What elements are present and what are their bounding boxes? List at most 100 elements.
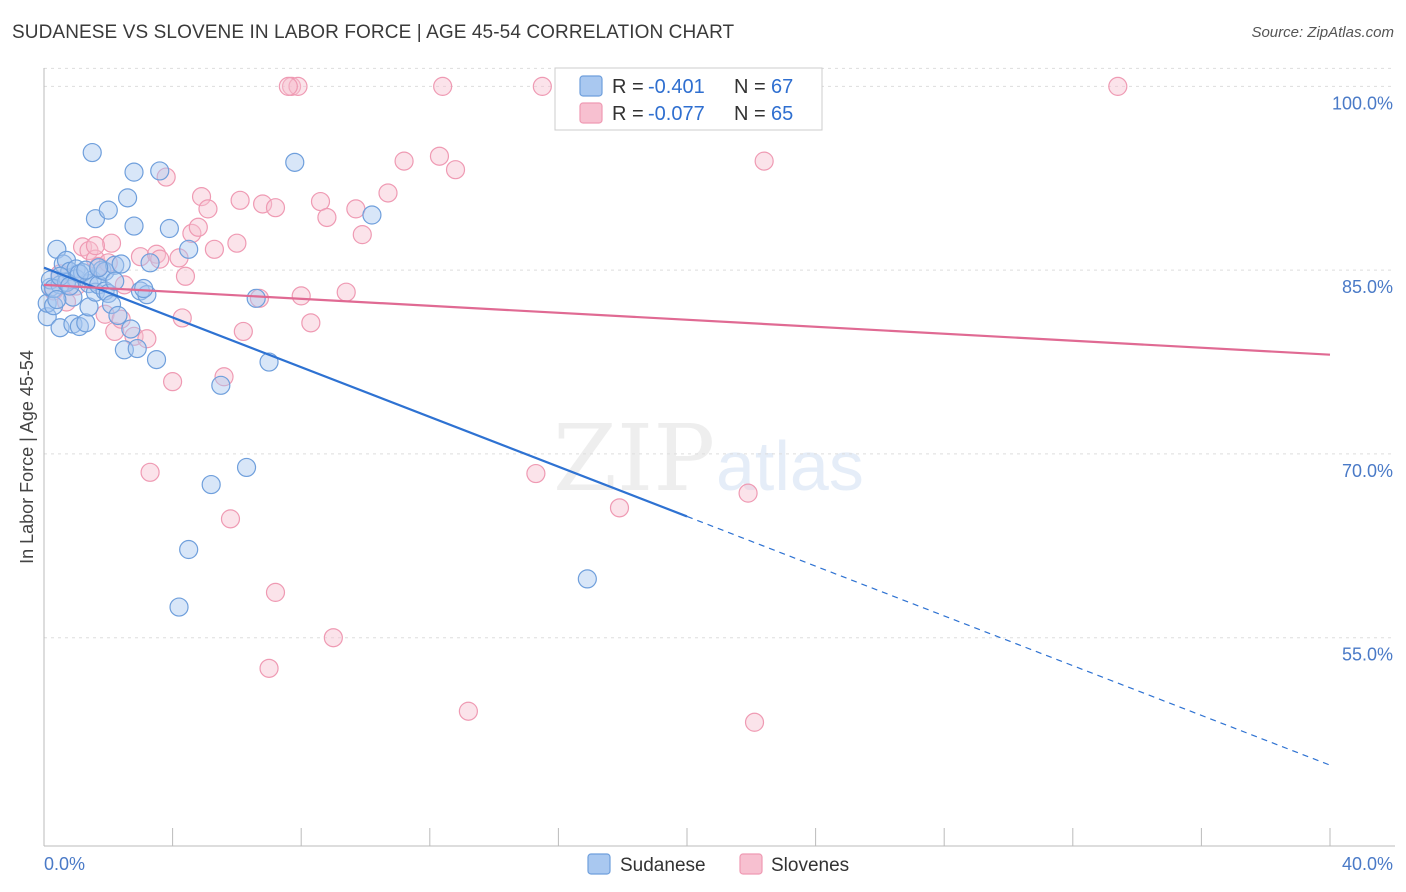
- point-slovenes-28: [204, 239, 224, 259]
- point-slovenes-62: [278, 76, 298, 96]
- point-sudanese-32: [108, 305, 128, 326]
- point-slovenes-18: [150, 249, 170, 269]
- point-slovenes-47: [346, 199, 366, 219]
- point-slovenes-15: [137, 329, 157, 349]
- stats-legend: R = -0.401 N = 67 R = -0.077 N = 65: [554, 67, 823, 131]
- point-slovenes-54: [458, 701, 478, 721]
- y-tick-label-55: 55.0%: [1342, 645, 1393, 665]
- legend-n-value-slovenes: 65: [771, 103, 793, 125]
- point-sudanese-47: [179, 239, 199, 259]
- point-slovenes-51: [429, 146, 450, 166]
- point-sudanese-43: [146, 349, 167, 370]
- legend-swatch-slovenes: [579, 102, 603, 124]
- point-slovenes-37: [265, 582, 286, 602]
- point-sudanese-37: [124, 162, 144, 182]
- point-slovenes-44: [317, 207, 337, 228]
- point-slovenes-41: [291, 286, 311, 306]
- point-slovenes-11: [111, 309, 131, 329]
- point-slovenes-58: [738, 483, 758, 503]
- x-tick-label-min: 0.0%: [44, 854, 85, 874]
- point-sudanese-65: [89, 258, 109, 278]
- y-axis-label: In Labor Force | Age 45-54: [17, 350, 37, 564]
- point-sudanese-7: [50, 318, 70, 338]
- point-slovenes-36: [265, 198, 286, 218]
- point-slovenes-40: [288, 76, 308, 96]
- point-slovenes-35: [253, 194, 273, 214]
- y-tick-label-100: 100.0%: [1332, 93, 1393, 113]
- series-legend-swatch-slovenes: [739, 853, 763, 875]
- point-slovenes-55: [526, 463, 546, 484]
- point-sudanese-49: [201, 474, 221, 495]
- point-slovenes-57: [609, 498, 630, 518]
- point-slovenes-33: [233, 321, 253, 342]
- point-sudanese-25: [92, 260, 112, 280]
- legend-n-label-slovenes: N =: [734, 103, 766, 125]
- point-slovenes-25: [188, 217, 208, 237]
- point-slovenes-49: [378, 183, 398, 203]
- point-sudanese-42: [140, 253, 160, 273]
- point-sudanese-46: [169, 597, 189, 617]
- point-sudanese-63: [105, 271, 125, 291]
- legend-r-value-slovenes: -0.077: [648, 103, 705, 125]
- point-sudanese-15: [69, 316, 89, 337]
- point-sudanese-33: [111, 254, 131, 274]
- watermark-atlas: atlas: [716, 427, 864, 505]
- point-slovenes-30: [220, 509, 241, 529]
- point-sudanese-26: [95, 261, 115, 281]
- point-sudanese-31: [105, 255, 125, 275]
- point-slovenes-10: [105, 321, 125, 342]
- point-slovenes-56: [532, 76, 552, 96]
- source-credit: Source: ZipAtlas.com: [1251, 24, 1394, 41]
- point-slovenes-20: [163, 372, 183, 392]
- legend-swatch-sudanese: [579, 75, 603, 97]
- point-slovenes-60: [754, 151, 774, 171]
- point-slovenes-26: [191, 187, 212, 207]
- point-sudanese-35: [117, 188, 138, 208]
- y-tick-label-70: 70.0%: [1342, 461, 1393, 481]
- gridlines: [44, 67, 1395, 639]
- legend-r-label-sudanese: R =: [612, 76, 644, 98]
- x-axis-ticks: [43, 828, 1331, 846]
- watermark: ZIP atlas: [553, 405, 864, 512]
- point-slovenes-46: [336, 282, 356, 302]
- point-slovenes-53: [445, 160, 466, 180]
- point-sudanese-21: [82, 142, 102, 163]
- point-slovenes-9: [101, 233, 122, 253]
- series-sudanese-points: [37, 142, 597, 617]
- point-slovenes-16: [140, 462, 160, 482]
- point-sudanese-52: [246, 288, 266, 308]
- point-slovenes-42: [301, 313, 321, 333]
- point-sudanese-30: [101, 294, 122, 315]
- point-sudanese-66: [134, 278, 154, 299]
- point-sudanese-45: [159, 218, 179, 239]
- x-tick-label-max: 40.0%: [1342, 854, 1393, 874]
- point-sudanese-55: [362, 205, 382, 225]
- point-slovenes-43: [310, 191, 331, 212]
- legend-r-label-slovenes: R =: [612, 103, 644, 125]
- chart-title: SUDANESE VS SLOVENE IN LABOR FORCE | AGE…: [12, 22, 735, 43]
- point-slovenes-63: [85, 236, 106, 256]
- point-slovenes-14: [130, 247, 151, 267]
- point-slovenes-31: [227, 233, 247, 253]
- series-legend-swatch-sudanese: [587, 853, 611, 875]
- point-sudanese-38: [124, 216, 144, 236]
- point-sudanese-0: [37, 307, 57, 327]
- trend-lines: [43, 266, 1331, 766]
- trend-line-sudanese-extrapolated: [686, 515, 1331, 766]
- point-slovenes-61: [1108, 76, 1128, 96]
- point-sudanese-39: [127, 338, 147, 359]
- trend-line-sudanese: [43, 266, 688, 518]
- point-sudanese-64: [47, 289, 67, 310]
- point-slovenes-45: [323, 628, 343, 648]
- point-slovenes-32: [230, 190, 250, 210]
- point-sudanese-8: [53, 254, 73, 274]
- point-sudanese-56: [577, 569, 597, 589]
- point-slovenes-50: [394, 151, 414, 171]
- series-legend: Sudanese Slovenes: [587, 853, 849, 876]
- legend-n-value-sudanese: 67: [771, 76, 793, 98]
- point-slovenes-23: [175, 266, 196, 286]
- y-tick-label-85: 85.0%: [1342, 277, 1393, 297]
- point-sudanese-54: [285, 152, 305, 172]
- point-sudanese-48: [179, 539, 199, 560]
- point-sudanese-44: [150, 161, 170, 181]
